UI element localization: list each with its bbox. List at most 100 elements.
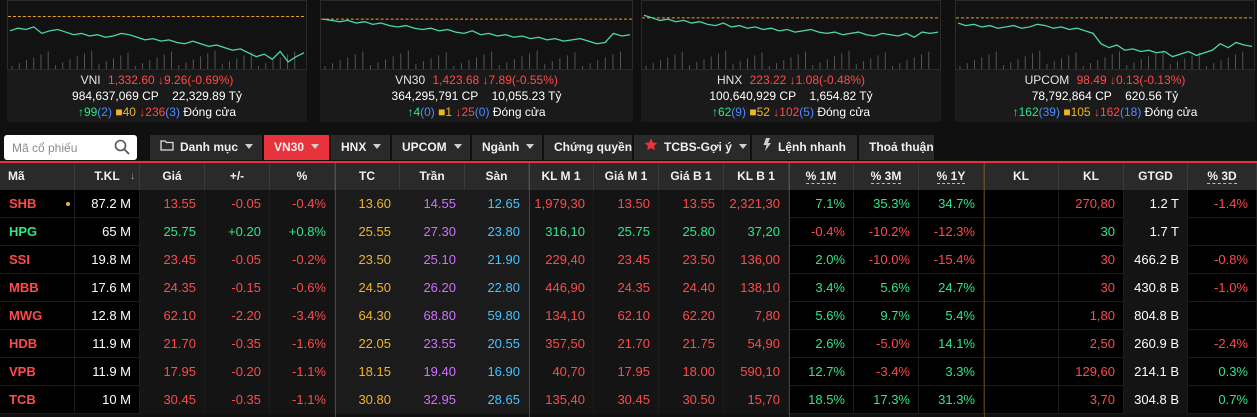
arrow-down-icon: ↓	[773, 105, 780, 119]
cell-kl1	[984, 386, 1059, 414]
cell-gtgd: 430.8 B	[1124, 274, 1188, 302]
cell-ceil: 27.30	[400, 218, 465, 246]
column-header-11[interactable]: KL B 1	[724, 163, 789, 190]
cell-ceil: 23.55	[400, 330, 465, 358]
status-dot-icon	[66, 202, 70, 206]
cell-sym[interactable]: SSI	[0, 246, 75, 274]
cell-sym[interactable]: MBB	[0, 274, 75, 302]
column-header-14[interactable]: % 1Y	[919, 163, 984, 190]
index-price: 223.22	[749, 73, 787, 87]
tab-label: Thoả thuận	[869, 140, 934, 154]
chevron-down-icon[interactable]	[245, 144, 254, 149]
cell-sym[interactable]: SHB	[0, 190, 75, 218]
column-header-7[interactable]: Sàn	[465, 163, 529, 190]
cell-sym[interactable]: TCB	[0, 386, 75, 414]
column-group-divider	[789, 163, 790, 417]
table-row[interactable]: HDB 11.9 M 21.70 -0.35 -1.6% 22.05 23.55 20.55 3…	[0, 330, 1257, 358]
cell-kl1	[984, 246, 1059, 274]
cell-gb1: 25.80	[659, 218, 724, 246]
column-header-5[interactable]: TC	[335, 163, 400, 190]
declines-floor: (5)	[799, 105, 814, 119]
column-header-12[interactable]: % 1M	[789, 163, 854, 190]
table-row[interactable]: VPB 11.9 M 17.95 -0.20 -1.1% 18.15 19.40 16.90 4…	[0, 358, 1257, 386]
column-header-9[interactable]: Giá M 1	[594, 163, 659, 190]
cell-sym[interactable]: MWG	[0, 302, 75, 330]
cell-tkl: 19.8 M	[75, 246, 140, 274]
declines-count: 102	[779, 105, 800, 119]
column-header-10[interactable]: Giá B 1	[659, 163, 724, 190]
arrow-down-icon: ↓	[139, 105, 146, 119]
column-header-18[interactable]: % 3D	[1188, 163, 1257, 190]
index-panel-hnx[interactable]: HNX 223.22 ↓1.08(-0.48%) 100,640,929 CP …	[641, 0, 941, 122]
unchanged-count: 1	[445, 105, 453, 119]
column-header-6[interactable]: Trần	[400, 163, 465, 190]
column-header-15[interactable]: KL	[984, 163, 1059, 190]
cell-p1m: 3.4%	[789, 274, 854, 302]
column-header-16[interactable]: KL	[1059, 163, 1124, 190]
cell-kl2: 3,70	[1059, 386, 1124, 414]
column-header-0[interactable]: Mã	[0, 163, 75, 190]
sort-arrow-icon[interactable]: ↓	[130, 171, 135, 182]
chevron-down-icon[interactable]	[311, 144, 320, 149]
tab-vn30[interactable]: VN30	[264, 135, 329, 160]
cell-p1y: -12.3%	[919, 218, 984, 246]
cell-p3m: -3.4%	[854, 358, 919, 386]
toolbar-accent-line	[0, 161, 1257, 163]
advances-count: 99	[83, 105, 98, 119]
index-panel-upcom[interactable]: UPCOM 98.49 ↓0.13(-0.13%) 78,792,864 CP …	[955, 0, 1255, 122]
tab-l-nh-nhanh[interactable]: Lệnh nhanh	[752, 135, 857, 160]
tab-tcbs-g-i-[interactable]: TCBS-Gợi ý	[634, 135, 750, 160]
cell-kl2: 2,50	[1059, 330, 1124, 358]
table-row[interactable]: HPG 65 M 25.75 +0.20 +0.8% 25.55 27.30 23.80 316…	[0, 218, 1257, 246]
tab-ch-ng-quy-n[interactable]: Chứng quyền	[544, 135, 632, 160]
cell-gm1: 25.75	[594, 218, 659, 246]
column-header-13[interactable]: % 3M	[854, 163, 919, 190]
tab-danh-m-c[interactable]: Danh mục	[150, 135, 262, 160]
tab-hnx[interactable]: HNX	[331, 135, 390, 160]
tab-upcom[interactable]: UPCOM	[392, 135, 470, 160]
cell-p3d: -1.0%	[1188, 274, 1257, 302]
table-row[interactable]: SHB 87.2 M 13.55 -0.05 -0.4% 13.60 14.55 12.65 1…	[0, 190, 1257, 218]
cell-price: 24.35	[140, 274, 205, 302]
table-row[interactable]: MBB 17.6 M 24.35 -0.15 -0.6% 24.50 26.20 22.80 4…	[0, 274, 1257, 302]
arrow-up-icon: ↑	[1012, 105, 1019, 119]
tab-tho-thu-n[interactable]: Thoả thuận	[859, 135, 934, 160]
column-header-3[interactable]: +/-	[205, 163, 270, 190]
column-header-1[interactable]: T.KL ↓	[75, 163, 140, 190]
index-panel-vn30[interactable]: VN30 1,423.68 ↓7.89(-0.55%) 364,295,791 …	[320, 0, 633, 122]
index-change: 0.13(-0.13%)	[1116, 73, 1186, 87]
index-panel-vni[interactable]: VNI 1,332.60 ↓9.26(-0.69%) 984,637,069 C…	[7, 0, 307, 122]
cell-price: 30.45	[140, 386, 205, 414]
cell-pct: -3.4%	[270, 302, 335, 330]
column-header-17[interactable]: GTGD	[1124, 163, 1188, 190]
cell-sym[interactable]: VPB	[0, 358, 75, 386]
cell-sym[interactable]: HPG	[0, 218, 75, 246]
cell-gm1: 23.45	[594, 246, 659, 274]
cell-sym[interactable]: HDB	[0, 330, 75, 358]
cell-p1y: 5.4%	[919, 302, 984, 330]
arrow-up-icon: ↑	[407, 105, 414, 119]
symbol-search-input[interactable]	[12, 138, 112, 157]
declines-count: 236	[145, 105, 166, 119]
cell-klb1: 15,70	[724, 386, 789, 414]
market-status: Đóng cửa	[817, 105, 871, 119]
arrow-down-icon: ↓	[455, 105, 462, 119]
column-header-8[interactable]: KL M 1	[529, 163, 594, 190]
chevron-down-icon[interactable]	[373, 144, 382, 149]
table-row[interactable]: SSI 19.8 M 23.45 -0.05 -0.2% 23.50 25.10 21.90 2…	[0, 246, 1257, 274]
chevron-down-icon[interactable]	[453, 144, 462, 149]
chevron-down-icon[interactable]	[526, 144, 535, 149]
tab-ng-nh[interactable]: Ngành	[472, 135, 542, 160]
table-row[interactable]: MWG 12.8 M 62.10 -2.20 -3.4% 64.30 68.80 59.80 1…	[0, 302, 1257, 330]
search-icon[interactable]	[114, 139, 130, 155]
column-group-divider	[984, 163, 985, 417]
column-header-label: GTGD	[1138, 169, 1173, 183]
index-name: UPCOM	[1024, 73, 1070, 87]
symbol-search-box[interactable]	[4, 135, 137, 160]
column-header-label: Sàn	[485, 169, 508, 183]
column-header-2[interactable]: Giá	[140, 163, 205, 190]
cell-chg: -0.05	[205, 246, 270, 274]
column-header-4[interactable]: %	[270, 163, 335, 190]
table-row[interactable]: TCB 10 M 30.45 -0.35 -1.1% 30.80 32.95 28.65 135…	[0, 386, 1257, 414]
chevron-down-icon[interactable]	[738, 144, 747, 149]
